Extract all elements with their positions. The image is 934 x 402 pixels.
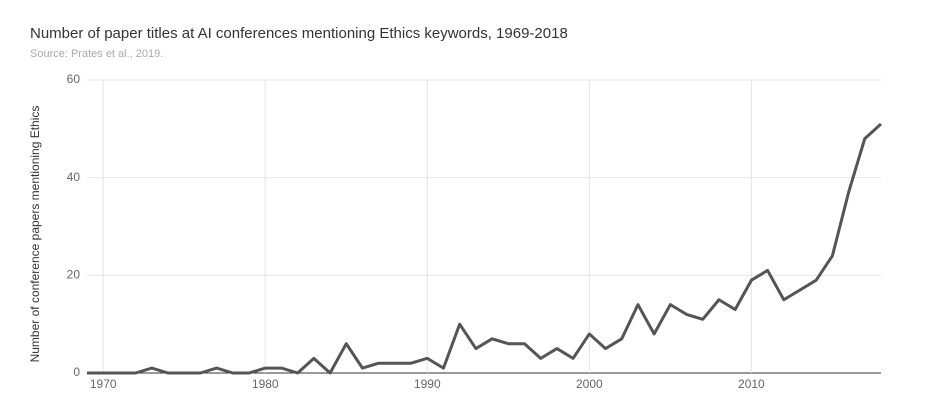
y-tick-label: 0 [73,365,80,379]
y-tick-label: 20 [67,268,81,282]
x-tick-label: 1970 [90,377,117,391]
data-line [87,122,883,375]
y-tick-label: 40 [67,170,81,184]
y-axis-label: Number of conference papers mentioning E… [28,106,42,363]
y-tick-label: 60 [67,72,81,86]
x-tick-label: 2010 [738,377,765,391]
x-tick-label: 2000 [576,377,603,391]
x-tick-label: 1980 [252,377,279,391]
x-tick-label: 1990 [414,377,441,391]
chart-subtitle: Source: Prates et al., 2019. [30,48,163,60]
chart-title: Number of paper titles at AI conferences… [30,25,568,42]
